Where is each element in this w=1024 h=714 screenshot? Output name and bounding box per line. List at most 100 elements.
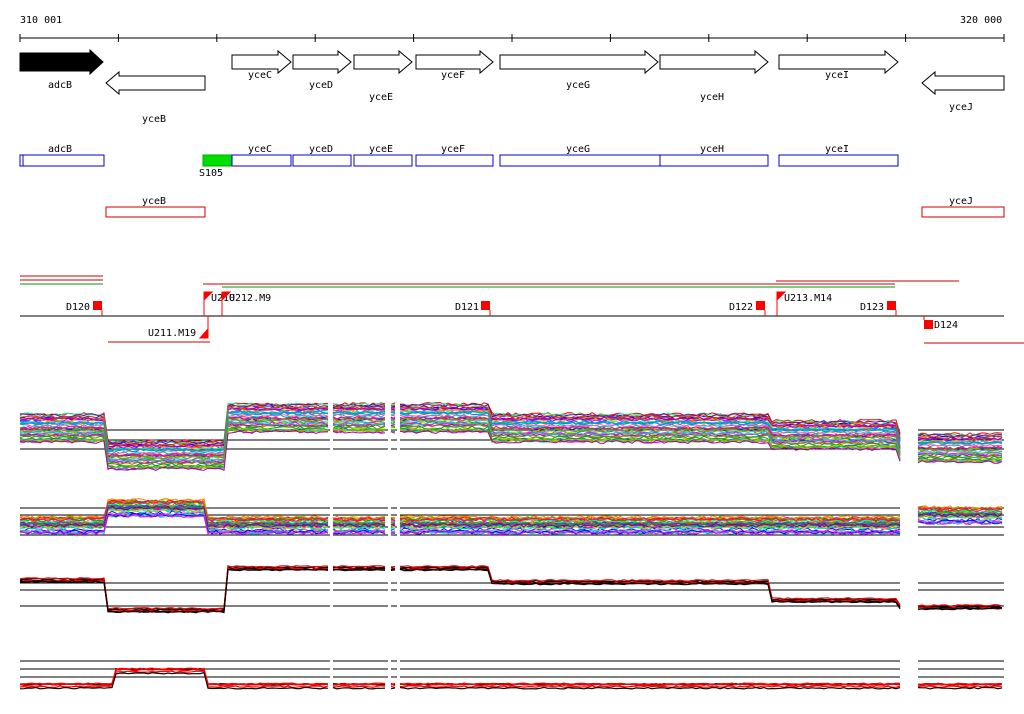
marker-D121[interactable] (481, 301, 490, 310)
profile-line (399, 529, 901, 536)
profile-line (399, 422, 901, 455)
profile-line (399, 410, 901, 443)
plus-box-adcB[interactable] (19, 154, 105, 167)
plus-box-yceC[interactable] (231, 154, 292, 167)
profile-line (399, 682, 901, 686)
plus-box-yceD[interactable] (292, 154, 352, 167)
marker-D124[interactable] (924, 320, 933, 329)
profile-line (333, 685, 386, 688)
gene-arrow-yceE[interactable] (353, 49, 413, 75)
plus-label-yceE: yceE (369, 144, 393, 155)
marker-label-U211.M19: U211.M19 (148, 328, 196, 339)
profile-line (19, 500, 329, 522)
minus-label-yceJ: yceJ (949, 196, 973, 207)
profile-line (917, 509, 1003, 515)
profile-line (390, 569, 396, 571)
gene-arrow-yceJ[interactable] (921, 70, 1005, 96)
profile-line (390, 414, 396, 417)
profile-line (19, 406, 329, 448)
profile-line (19, 667, 328, 686)
gene-arrow-yceI[interactable] (778, 49, 899, 75)
minus-box-yceJ[interactable] (921, 206, 1005, 218)
profile-line (332, 419, 386, 424)
profile-line (917, 682, 1003, 686)
profile-line (19, 425, 329, 467)
profile-line (917, 605, 1003, 609)
marker-label-U212.M9: U212.M9 (229, 293, 271, 304)
profile-line (19, 507, 329, 530)
profile-line (917, 513, 1003, 518)
marker-label-D123: D123 (860, 302, 884, 313)
s105-feature[interactable] (202, 154, 233, 167)
profile-line (390, 422, 396, 425)
profile-line (19, 411, 329, 453)
profile-line (917, 451, 1003, 456)
profile-line (390, 428, 396, 431)
profile-line (19, 670, 329, 689)
gene-arrow-yceC[interactable] (231, 49, 292, 75)
profile-line (332, 427, 386, 432)
profile-line (917, 435, 1003, 439)
profile-line (400, 565, 901, 606)
profile-line (399, 419, 901, 453)
profile-line (390, 531, 396, 534)
profile-line (917, 443, 1003, 447)
marker-D120[interactable] (93, 301, 102, 310)
profile-line (917, 519, 1003, 525)
profile-line (332, 682, 386, 685)
coordinate-ruler: 310 001 320 000 (19, 15, 1005, 42)
profile-line (917, 449, 1003, 454)
plus-box-yceI[interactable] (778, 154, 899, 167)
marker-U210[interactable] (203, 291, 214, 316)
plus-label-yceD: yceD (309, 144, 333, 155)
profile-line (390, 426, 396, 428)
gene-arrow-yceH[interactable] (659, 49, 769, 75)
gene-arrow-yceD[interactable] (292, 49, 352, 75)
profile-line (332, 568, 386, 571)
profile-line (399, 404, 901, 439)
profile-line (332, 416, 386, 420)
reverse-gene-track: yceB yceJ (105, 70, 1005, 125)
minus-box-yceB[interactable] (105, 206, 206, 218)
plus-box-yceG[interactable] (499, 154, 661, 167)
gene-arrow-adcB[interactable] (19, 48, 104, 76)
gene-label-yceB: yceB (142, 114, 166, 125)
marker-U211.M19[interactable] (198, 316, 209, 339)
profile-line (390, 687, 396, 690)
profile-line (332, 517, 386, 522)
marker-label-D122: D122 (729, 302, 753, 313)
gene-arrow-yceF[interactable] (415, 49, 494, 75)
profile-line (390, 524, 396, 526)
profile-line (19, 508, 329, 531)
plus-box-yceF[interactable] (415, 154, 494, 167)
profile-line (19, 671, 329, 690)
marker-D122[interactable] (756, 301, 765, 310)
ruler-ticks (19, 34, 1005, 42)
plus-box-yceE[interactable] (353, 154, 413, 167)
profile-line (332, 565, 386, 568)
profile-line (917, 519, 1003, 526)
plus-label-yceF: yceF (441, 144, 465, 155)
profile-line (332, 565, 386, 569)
marker-D123[interactable] (887, 301, 896, 310)
profile-line (390, 416, 396, 420)
s105-label: S105 (199, 168, 223, 179)
plus-box-yceH[interactable] (659, 154, 769, 167)
profile-line (332, 406, 386, 411)
profile-line (332, 686, 386, 690)
profile-line (917, 604, 1003, 607)
gene-arrow-yceB[interactable] (105, 70, 206, 96)
profile-line (19, 568, 329, 613)
profile-line (918, 446, 1003, 450)
marker-U212.M9[interactable] (221, 291, 232, 316)
marker-U213.M14[interactable] (776, 291, 787, 316)
profile-line (19, 413, 329, 455)
profile-line (19, 416, 329, 458)
gene-label-yceD: yceD (309, 80, 333, 91)
gene-arrow-yceG[interactable] (499, 49, 659, 75)
gene-label-adcB: adcB (48, 80, 72, 91)
profile-line (332, 530, 386, 535)
profile-line (19, 404, 329, 446)
gene-label-yceH: yceH (700, 92, 724, 103)
transcription-units: D120 U210 U212.M9 D121 D122 U213.M14 D12… (20, 275, 1024, 344)
